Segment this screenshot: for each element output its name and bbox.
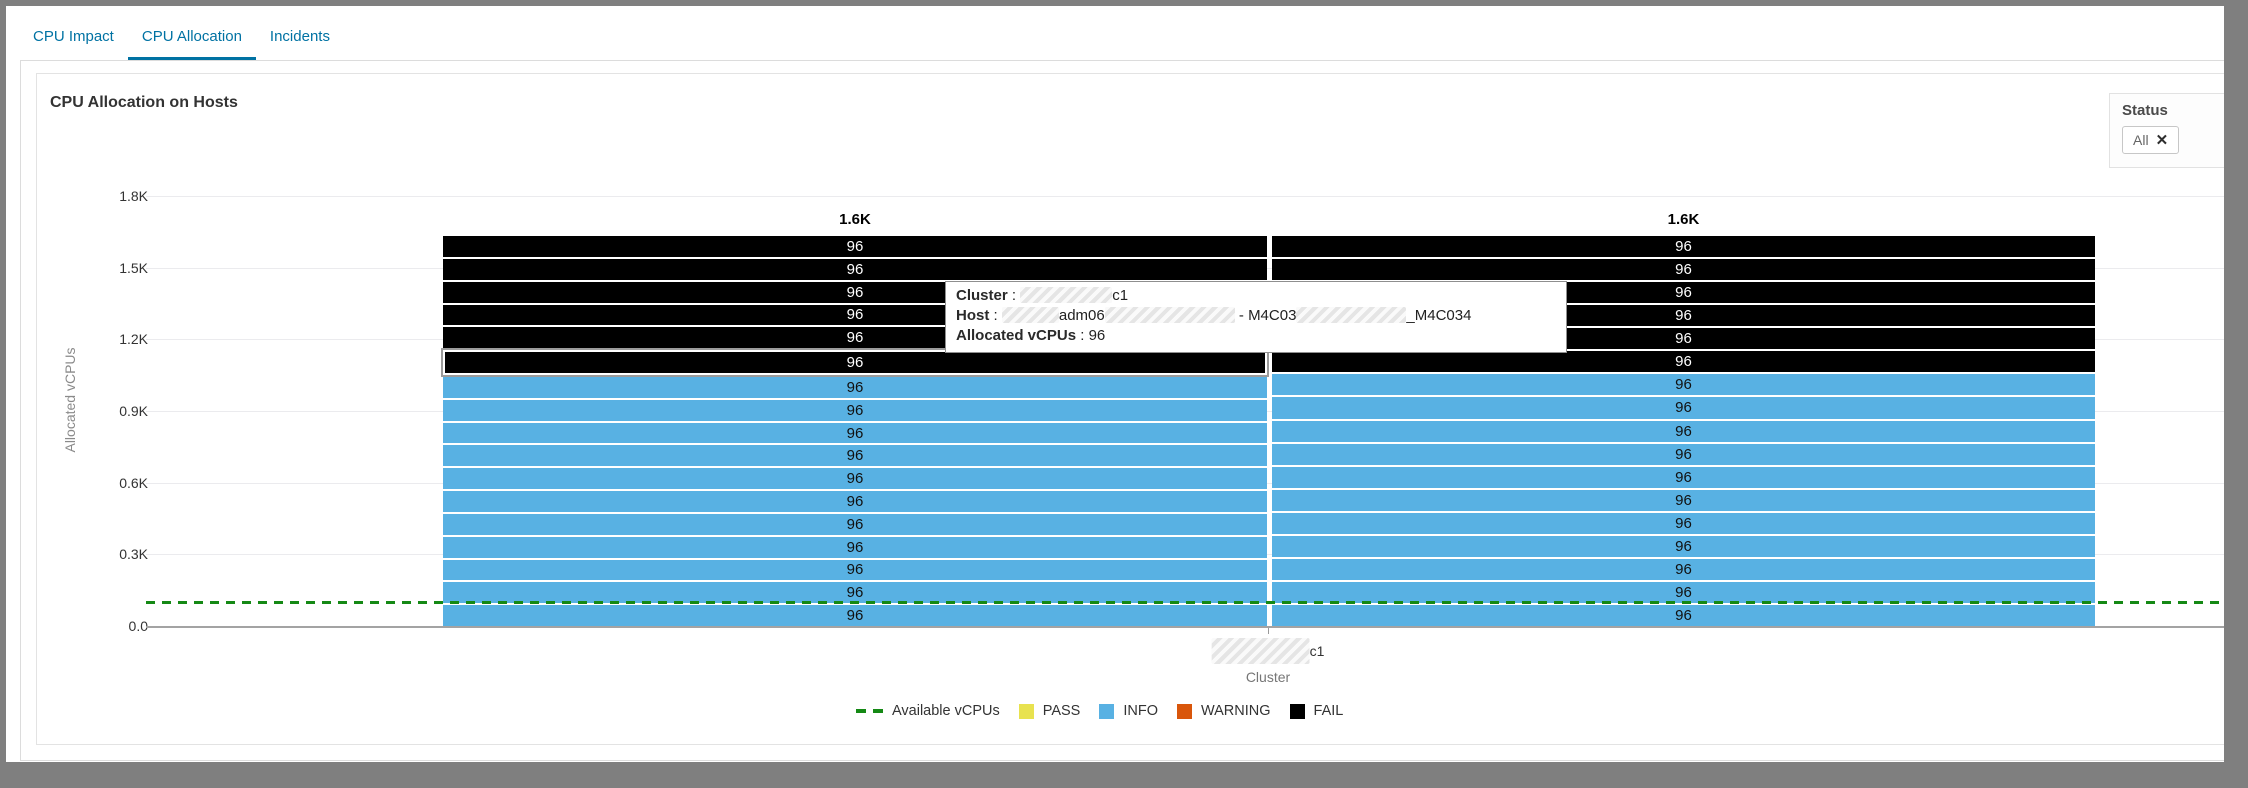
legend-label: FAIL [1313, 703, 1344, 719]
y-tick-label: 1.2K [119, 331, 148, 348]
chart-title: CPU Allocation on Hosts [50, 94, 238, 111]
fail-swatch-icon [1289, 703, 1305, 719]
y-tick-label: 0.6K [119, 474, 148, 491]
redacted-text [1211, 638, 1310, 664]
status-filter-label: Status [2122, 102, 2168, 119]
legend-label: WARNING [1200, 703, 1271, 719]
bar-1-segment-11-info[interactable]: 96 [443, 468, 1267, 490]
bar-2-segment-7-info[interactable]: 96 [1272, 374, 2095, 396]
tooltip-label: Host [956, 307, 990, 324]
dashboard-page: CPU Impact CPU Allocation Incidents CPU Al… [6, 6, 2224, 762]
tooltip-label: Allocated vCPUs [956, 327, 1077, 344]
redacted-text [1020, 287, 1113, 303]
host-stacked-bar-1: 96 96 96 96 96 96 96 96 96 96 96 96 96 96 96 96 96 [443, 236, 1267, 626]
bar-1-segment-6-fail[interactable]: 96 [443, 350, 1267, 375]
x-tick [1268, 628, 1269, 634]
tab-incidents[interactable]: Incidents [256, 22, 344, 60]
tooltip-row-allocated-vcpus: Allocated vCPUs : 96 [956, 327, 1106, 344]
legend-label: INFO [1123, 703, 1158, 719]
bar-2-segment-6-fail[interactable]: 96 [1272, 351, 2095, 373]
x-axis-line [146, 626, 2224, 628]
bar-1-segment-2-fail[interactable]: 96 [443, 258, 1267, 280]
tab-bar: CPU Impact CPU Allocation Incidents [19, 22, 344, 60]
cpu-allocation-chart: Allocated vCPUs 0.0 0.3K 0.6K 0.9K 1.2K 1.5K 1… [6, 6, 2224, 762]
warning-swatch-icon [1176, 703, 1192, 719]
available-vcpus-swatch-icon [856, 709, 883, 713]
x-category-label: c1 [1211, 638, 1325, 664]
legend-label: Available vCPUs [892, 703, 1000, 719]
y-axis-title: Allocated vCPUs [62, 347, 78, 453]
bar-1-segment-9-info[interactable]: 96 [443, 422, 1267, 444]
tooltip-row-cluster: Cluster : c1 [956, 287, 1129, 304]
bar-2-segment-16-info[interactable]: 96 [1272, 581, 2095, 603]
available-vcpus-line [146, 601, 2224, 605]
bar-1-segment-10-info[interactable]: 96 [443, 445, 1267, 467]
bar-total-label: 1.6K [1667, 211, 1700, 229]
bar-1-segment-17-info[interactable]: 96 [443, 605, 1267, 626]
bar-2-segment-12-info[interactable]: 96 [1272, 489, 2095, 511]
bar-2-segment-2-fail[interactable]: 96 [1272, 259, 2095, 281]
bar-1-segment-12-info[interactable]: 96 [443, 491, 1267, 512]
bar-1-segment-13-info[interactable]: 96 [443, 513, 1267, 535]
chart-tooltip: Cluster : c1 Host : adm06 - M4C03 _M4C034 A… [945, 281, 1567, 353]
bar-2-segment-9-info[interactable]: 96 [1272, 420, 2095, 442]
cluster-name: c1 [1309, 643, 1325, 659]
bar-2-segment-14-info[interactable]: 96 [1272, 535, 2095, 557]
tooltip-row-host: Host : adm06 - M4C03 _M4C034 [956, 307, 1472, 324]
bar-2-segment-8-info[interactable]: 96 [1272, 397, 2095, 419]
tooltip-label: Cluster [956, 287, 1008, 304]
y-tick-label: 1.8K [119, 188, 148, 204]
legend-item-available-vcpus[interactable]: Available vCPUs [856, 703, 1000, 719]
bar-1-segment-15-info[interactable]: 96 [443, 559, 1267, 581]
x-axis-title: Cluster [1245, 669, 1291, 685]
redacted-text [1001, 307, 1059, 323]
bar-1-segment-7-info[interactable]: 96 [443, 377, 1267, 398]
y-tick-label: 1.5K [119, 259, 148, 276]
status-filter-chip[interactable]: All ✕ [2122, 126, 2180, 154]
status-filter-value: All [2133, 132, 2149, 148]
pass-swatch-icon [1018, 703, 1034, 719]
bar-2-segment-1-fail[interactable]: 96 [1272, 236, 2095, 258]
redacted-text [1296, 307, 1407, 323]
tab-cpu-impact[interactable]: CPU Impact [19, 22, 128, 60]
bar-2-segment-10-info[interactable]: 96 [1272, 443, 2095, 465]
tab-cpu-allocation[interactable]: CPU Allocation [127, 22, 256, 60]
y-tick-label: 0.9K [119, 403, 148, 419]
bar-1-segment-14-info[interactable]: 96 [443, 536, 1267, 558]
redacted-text [1104, 307, 1235, 323]
host-stacked-bar-2: 96 96 96 96 96 96 96 96 96 96 96 96 96 96 96 96 96 [1272, 236, 2095, 626]
legend-item-info[interactable]: INFO [1099, 703, 1158, 719]
bar-1-segment-8-info[interactable]: 96 [443, 399, 1267, 421]
chart-legend: Available vCPUs PASS INFO WARNING FAIL [856, 703, 1343, 719]
bar-2-segment-17-info[interactable]: 96 [1272, 604, 2095, 626]
legend-item-warning[interactable]: WARNING [1176, 703, 1271, 719]
y-tick-label: 0.3K [119, 546, 148, 563]
y-tick-label: 0.0 [128, 618, 148, 634]
legend-item-fail[interactable]: FAIL [1289, 703, 1344, 719]
info-swatch-icon [1099, 703, 1115, 719]
legend-item-pass[interactable]: PASS [1018, 703, 1081, 719]
bar-2-segment-15-info[interactable]: 96 [1272, 558, 2095, 580]
clear-filter-icon[interactable]: ✕ [2155, 132, 2169, 149]
gridline [146, 196, 2224, 197]
bar-1-segment-1-fail[interactable]: 96 [443, 236, 1267, 257]
bar-2-segment-13-info[interactable]: 96 [1272, 512, 2095, 534]
bar-total-label: 1.6K [839, 211, 871, 229]
legend-label: PASS [1042, 703, 1081, 719]
bar-1-segment-16-info[interactable]: 96 [443, 582, 1267, 604]
bar-2-segment-11-info[interactable]: 96 [1272, 466, 2095, 488]
status-filter: Status All ✕ [2109, 93, 2224, 168]
